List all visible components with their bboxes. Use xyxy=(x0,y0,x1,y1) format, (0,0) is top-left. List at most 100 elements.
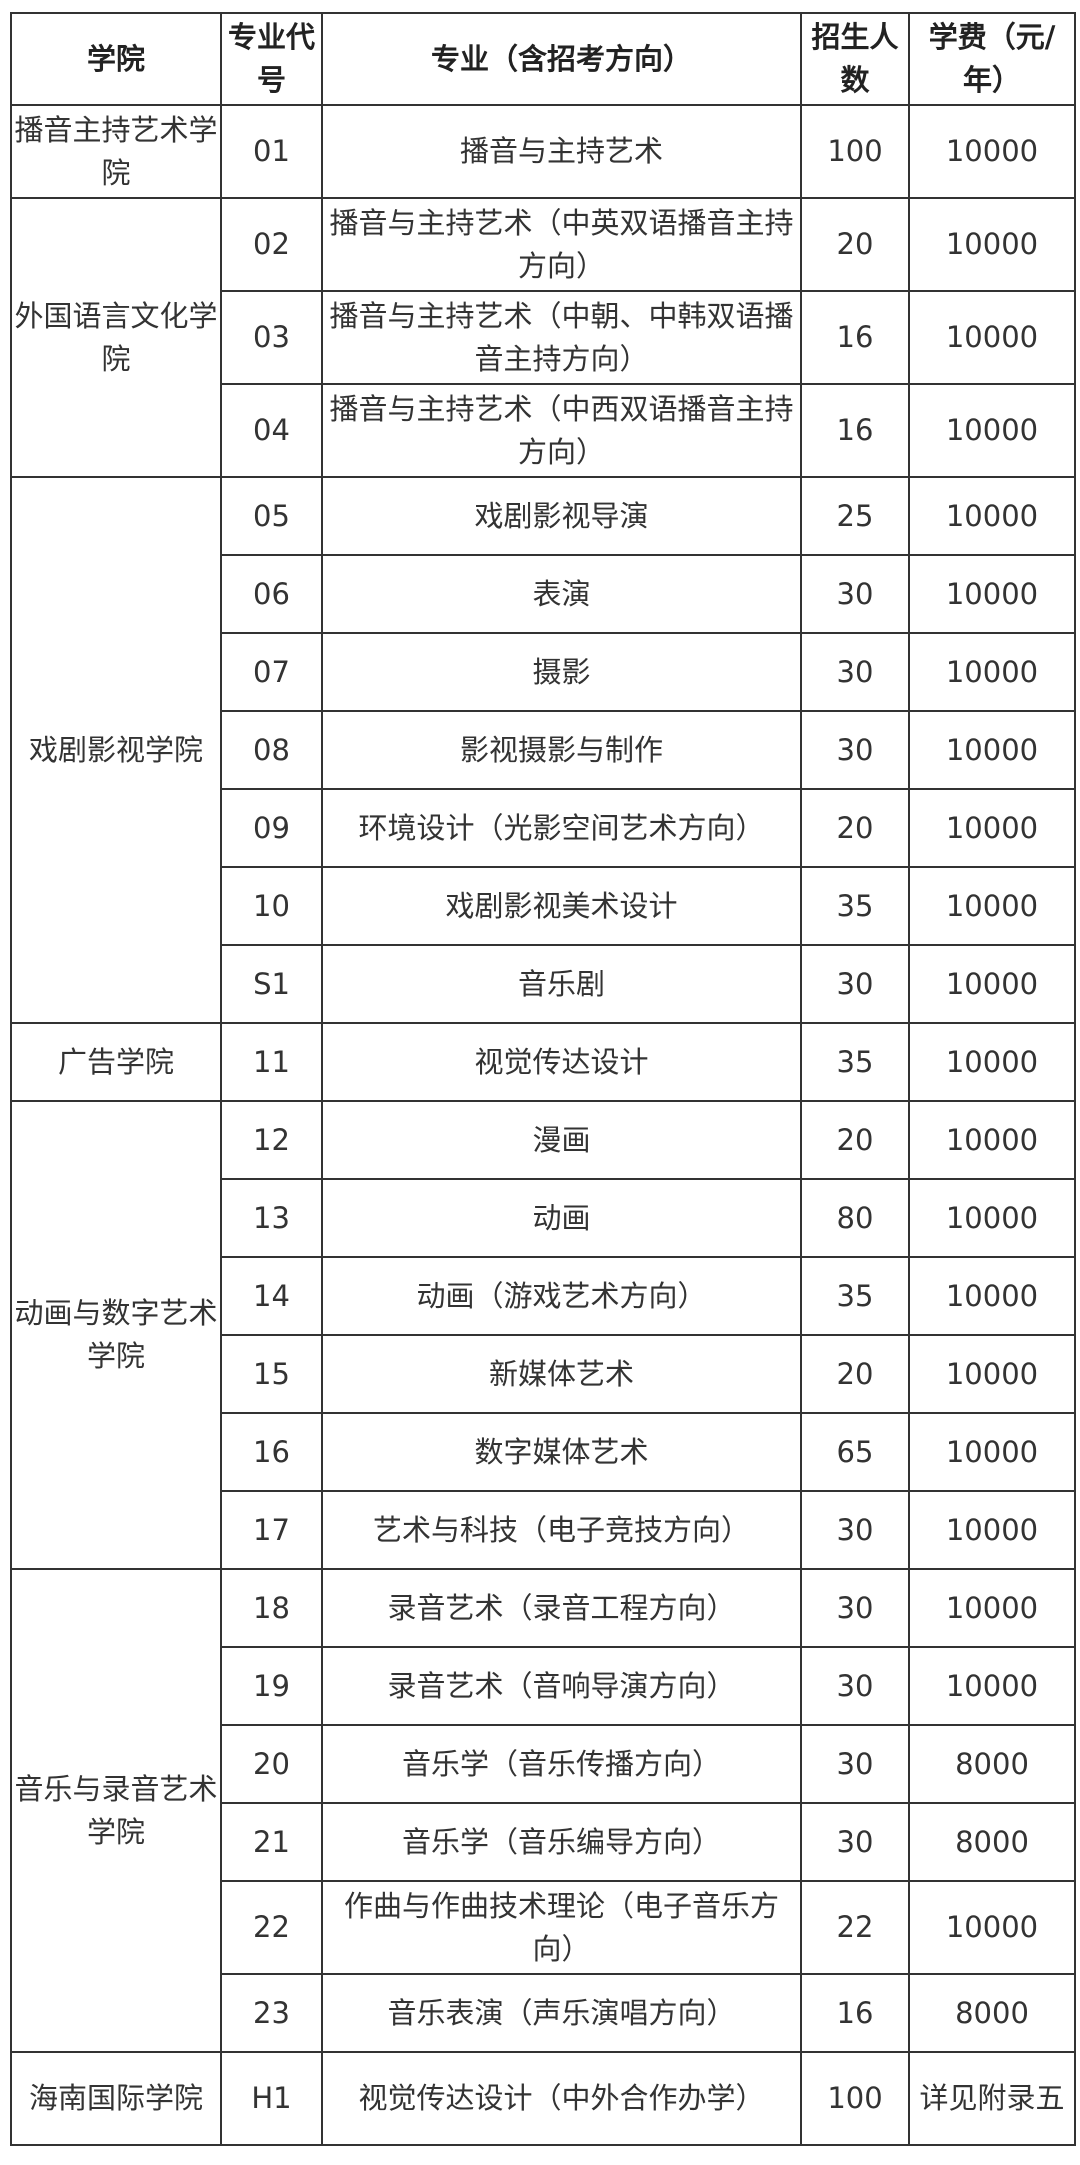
major-cell: 播音与主持艺术（中朝、中韩双语播音主持方向） xyxy=(321,290,802,385)
college-cell: 动画与数字艺术学院 xyxy=(10,1100,222,1570)
fee-cell: 10000 xyxy=(908,1178,1076,1258)
code-cell: 18 xyxy=(220,1568,323,1648)
count-cell: 30 xyxy=(800,1490,910,1570)
count-cell: 20 xyxy=(800,788,910,868)
fee-cell: 10000 xyxy=(908,710,1076,790)
header-major: 专业（含招考方向） xyxy=(321,12,802,106)
fee-cell: 10000 xyxy=(908,290,1076,385)
table-row: 外国语言文化学院 02 播音与主持艺术（中英双语播音主持方向） 20 10000 xyxy=(10,197,1076,478)
fee-cell: 10000 xyxy=(908,1022,1076,1102)
college-cell: 戏剧影视学院 xyxy=(10,476,222,1024)
count-cell: 20 xyxy=(800,1334,910,1414)
major-cell: 视觉传达设计（中外合作办学） xyxy=(321,2051,802,2146)
header-fee: 学费（元/年） xyxy=(908,12,1076,106)
major-cell: 艺术与科技（电子竞技方向） xyxy=(321,1490,802,1570)
count-cell: 30 xyxy=(800,632,910,712)
major-cell: 视觉传达设计 xyxy=(321,1022,802,1102)
count-cell: 16 xyxy=(800,290,910,385)
table-row: 动画与数字艺术学院 12 漫画 20 10000 xyxy=(10,1100,1076,1570)
table-row: 19 录音艺术（音响导演方向） 30 10000 xyxy=(11,1646,1076,1726)
code-cell: 13 xyxy=(220,1178,323,1258)
code-cell: 11 xyxy=(220,1022,323,1102)
count-cell: 35 xyxy=(800,1256,910,1336)
major-cell: 播音与主持艺术 xyxy=(321,104,802,199)
major-cell: 戏剧影视导演 xyxy=(321,476,802,556)
code-cell: 09 xyxy=(220,788,323,868)
major-cell: 动画（游戏艺术方向） xyxy=(321,1256,802,1336)
major-cell: 录音艺术（音响导演方向） xyxy=(321,1646,802,1726)
table-row: 10 戏剧影视美术设计 35 10000 xyxy=(11,866,1076,946)
table-row: S1 音乐剧 30 10000 xyxy=(11,944,1076,1024)
fee-cell: 详见附录五 xyxy=(908,2051,1076,2146)
count-cell: 30 xyxy=(800,710,910,790)
code-cell: 04 xyxy=(220,383,323,478)
count-cell: 100 xyxy=(800,104,910,199)
code-cell: 17 xyxy=(220,1490,323,1570)
college-cell: 广告学院 xyxy=(10,1022,222,1102)
table-row: 23 音乐表演（声乐演唱方向） 16 8000 xyxy=(11,1973,1076,2053)
count-cell: 30 xyxy=(800,1568,910,1648)
code-cell: 06 xyxy=(220,554,323,634)
code-cell: 19 xyxy=(220,1646,323,1726)
table-row: 21 音乐学（音乐编导方向） 30 8000 xyxy=(11,1802,1076,1882)
code-cell: 05 xyxy=(220,476,323,556)
count-cell: 30 xyxy=(800,1724,910,1804)
code-cell: H1 xyxy=(220,2051,323,2146)
count-cell: 30 xyxy=(800,944,910,1024)
count-cell: 30 xyxy=(800,1802,910,1882)
count-cell: 35 xyxy=(800,866,910,946)
major-cell: 音乐学（音乐编导方向） xyxy=(321,1802,802,1882)
major-cell: 环境设计（光影空间艺术方向） xyxy=(321,788,802,868)
major-cell: 表演 xyxy=(321,554,802,634)
fee-cell: 10000 xyxy=(908,1490,1076,1570)
fee-cell: 10000 xyxy=(908,1568,1076,1648)
header-college: 学院 xyxy=(10,12,222,106)
major-cell: 录音艺术（录音工程方向） xyxy=(321,1568,802,1648)
count-cell: 80 xyxy=(800,1178,910,1258)
fee-cell: 8000 xyxy=(908,1973,1076,2053)
header-row: 学院 专业代号 专业（含招考方向） 招生人数 学费（元/年） xyxy=(10,12,1076,106)
college-cell: 外国语言文化学院 xyxy=(10,197,222,478)
table-row: 播音主持艺术学院 01 播音与主持艺术 100 10000 xyxy=(10,104,1076,199)
count-cell: 16 xyxy=(800,383,910,478)
fee-cell: 10000 xyxy=(908,1100,1076,1180)
fee-cell: 10000 xyxy=(908,866,1076,946)
fee-cell: 10000 xyxy=(908,383,1076,478)
major-cell: 音乐学（音乐传播方向） xyxy=(321,1724,802,1804)
table-row: 22 作曲与作曲技术理论（电子音乐方向） 22 10000 xyxy=(11,1880,1076,1975)
fee-cell: 10000 xyxy=(908,944,1076,1024)
fee-cell: 10000 xyxy=(908,1880,1076,1975)
major-cell: 摄影 xyxy=(321,632,802,712)
major-cell: 漫画 xyxy=(321,1100,802,1180)
major-cell: 戏剧影视美术设计 xyxy=(321,866,802,946)
code-cell: 22 xyxy=(220,1880,323,1975)
college-cell: 播音主持艺术学院 xyxy=(10,104,222,199)
fee-cell: 10000 xyxy=(908,788,1076,868)
code-cell: 16 xyxy=(220,1412,323,1492)
table-row: 14 动画（游戏艺术方向） 35 10000 xyxy=(11,1256,1076,1336)
code-cell: 01 xyxy=(220,104,323,199)
code-cell: 15 xyxy=(220,1334,323,1414)
major-cell: 播音与主持艺术（中英双语播音主持方向） xyxy=(321,197,802,292)
major-cell: 数字媒体艺术 xyxy=(321,1412,802,1492)
major-cell: 音乐表演（声乐演唱方向） xyxy=(321,1973,802,2053)
table-row: 广告学院 11 视觉传达设计 35 10000 xyxy=(10,1022,1076,1102)
major-cell: 音乐剧 xyxy=(321,944,802,1024)
major-cell: 新媒体艺术 xyxy=(321,1334,802,1414)
code-cell: 21 xyxy=(220,1802,323,1882)
major-cell: 动画 xyxy=(321,1178,802,1258)
fee-cell: 10000 xyxy=(908,1334,1076,1414)
table-row: 13 动画 80 10000 xyxy=(11,1178,1076,1258)
count-cell: 35 xyxy=(800,1022,910,1102)
major-cell: 播音与主持艺术（中西双语播音主持方向） xyxy=(321,383,802,478)
count-cell: 16 xyxy=(800,1973,910,2053)
count-cell: 22 xyxy=(800,1880,910,1975)
table-row: 04 播音与主持艺术（中西双语播音主持方向） 16 10000 xyxy=(11,383,1076,478)
count-cell: 20 xyxy=(800,197,910,292)
fee-cell: 10000 xyxy=(908,554,1076,634)
table-row: 16 数字媒体艺术 65 10000 xyxy=(11,1412,1076,1492)
table-row: 03 播音与主持艺术（中朝、中韩双语播音主持方向） 16 10000 xyxy=(11,290,1076,385)
code-cell: 07 xyxy=(220,632,323,712)
code-cell: 02 xyxy=(220,197,323,292)
code-cell: 14 xyxy=(220,1256,323,1336)
